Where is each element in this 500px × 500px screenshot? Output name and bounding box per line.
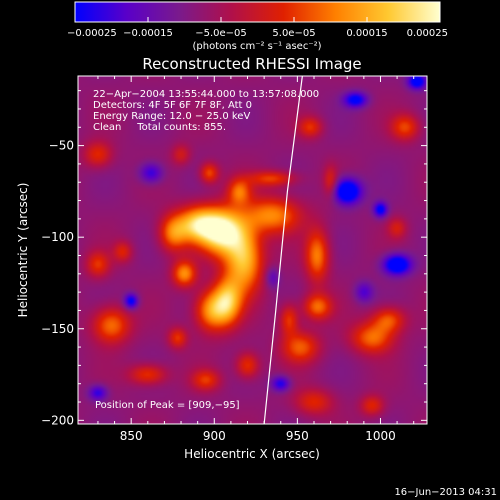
annotation-energy-range: Energy Range: 12.0 − 25.0 keV <box>93 111 250 122</box>
annotation-time-range: 22−Apr−2004 13:55:44.000 to 13:57:08.000 <box>93 89 319 100</box>
y-tick-label: −150 <box>41 322 74 336</box>
colorbar-unit-label: (photons cm⁻² s⁻¹ asec⁻²) <box>192 41 321 52</box>
colorbar-tick-label: −0.00025 <box>67 28 117 39</box>
footer-timestamp: 16−Jun−2013 04:31 <box>394 487 497 498</box>
annotation-clean-counts: Clean Total counts: 855. <box>93 122 226 133</box>
peak-position-label: Position of Peak = [909,−95] <box>95 400 240 411</box>
x-tick-label: 850 <box>120 429 143 443</box>
annotation-detectors: Detectors: 4F 5F 6F 7F 8F, Att 0 <box>93 100 252 111</box>
colorbar-tick-label: 5.0e−05 <box>272 28 315 39</box>
colorbar-tick-label: 0.00025 <box>407 28 448 39</box>
x-tick-label: 950 <box>286 429 309 443</box>
colorbar-ticks: −0.00025 −0.00015 −5.0e−05 5.0e−05 0.00015 0.… <box>67 17 448 39</box>
y-tick-label: −200 <box>41 413 74 427</box>
y-tick-label: −50 <box>49 139 74 153</box>
axis-ticks: 850 900 950 1000 −50 −100 −150 −200 <box>41 76 427 443</box>
x-axis-label: Heliocentric X (arcsec) <box>184 447 320 461</box>
plot-frame <box>77 75 428 425</box>
heatmap-image <box>78 76 427 424</box>
colorbar-tick-label: 0.00015 <box>346 28 387 39</box>
x-tick-label: 900 <box>203 429 226 443</box>
colorbar <box>74 1 441 23</box>
chart-title: Reconstructed RHESSI Image <box>142 55 361 73</box>
x-tick-label: 1000 <box>365 429 396 443</box>
y-tick-label: −100 <box>41 230 74 244</box>
solar-limb-curve <box>263 76 303 424</box>
colorbar-tick-label: −0.00015 <box>123 28 173 39</box>
y-axis-label: Heliocentric Y (arcsec) <box>16 183 30 318</box>
colorbar-tick-label: −5.0e−05 <box>195 28 247 39</box>
